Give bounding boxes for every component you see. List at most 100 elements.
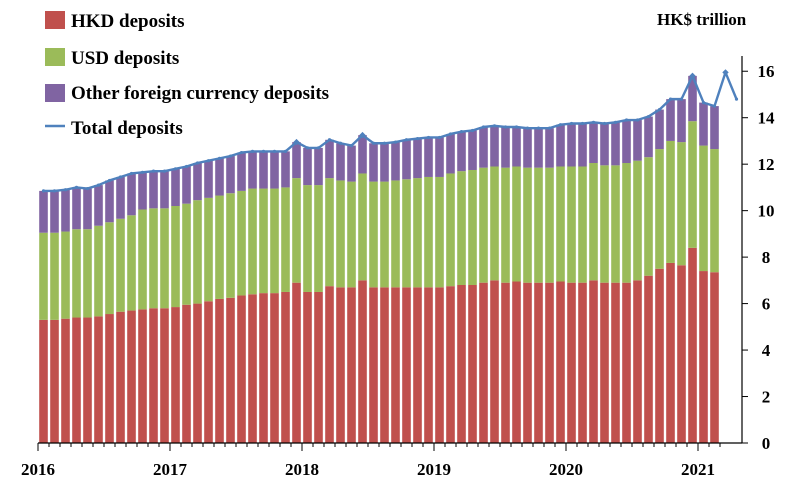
bar-hkd-2018-11: [413, 287, 422, 443]
bar-usd-2016-12: [160, 208, 169, 309]
bar-hkd-2016-12: [160, 308, 169, 443]
total-point-2019-11: [547, 126, 552, 130]
bar-other-2018-12: [424, 137, 433, 177]
total-point-2020-08: [646, 114, 651, 119]
total-point-2019-02: [448, 132, 453, 136]
bar-hkd-2018-08: [380, 287, 389, 443]
total-point-2018-07: [371, 141, 376, 145]
total-point-2021-01: [701, 101, 706, 105]
total-point-2016-07: [107, 178, 112, 183]
total-point-2016-02: [52, 189, 57, 193]
bar-hkd-2018-10: [402, 287, 411, 443]
bar-hkd-2018-05: [347, 287, 356, 443]
bar-other-2020-10: [666, 99, 675, 141]
total-point-2017-06: [228, 154, 233, 158]
bar-hkd-2017-09: [259, 293, 268, 443]
bar-hkd-2019-07: [501, 282, 510, 443]
legend-swatch-hkd: [45, 11, 65, 29]
bar-hkd-2016-10: [138, 309, 147, 443]
legend-label-total: Total deposits: [71, 118, 183, 139]
bar-other-2016-06: [94, 185, 103, 226]
bar-other-2017-09: [259, 151, 268, 189]
legend-item-other: Other foreign currency deposits: [45, 83, 329, 104]
bar-other-2020-11: [677, 99, 686, 143]
bar-usd-2019-05: [479, 167, 488, 283]
bar-usd-2020-09: [655, 149, 664, 269]
bar-other-2019-01: [435, 137, 444, 177]
bar-other-2016-11: [149, 171, 158, 209]
bar-other-2017-11: [281, 151, 290, 188]
bar-hkd-2019-05: [479, 282, 488, 443]
bar-other-2016-01: [39, 190, 48, 233]
total-point-2016-06: [96, 183, 101, 187]
total-point-2016-08: [118, 175, 123, 179]
bar-usd-2017-07: [237, 190, 246, 296]
bar-hkd-2017-12: [292, 282, 301, 443]
bar-hkd-2019-03: [457, 285, 466, 443]
bar-hkd-2020-06: [622, 282, 631, 443]
bar-usd-2017-08: [248, 188, 257, 295]
bar-hkd-2021-01: [699, 271, 708, 443]
bar-hkd-2020-01: [567, 282, 576, 443]
total-point-2016-11: [151, 169, 156, 173]
bar-usd-2016-04: [72, 229, 81, 318]
bar-other-2020-06: [622, 120, 631, 164]
bar-hkd-2020-08: [644, 275, 653, 443]
bar-usd-2020-02: [578, 166, 587, 283]
bar-hkd-2016-04: [72, 317, 81, 443]
y-tick-label-12: 12: [758, 155, 775, 174]
total-point-2018-03: [327, 138, 332, 142]
total-point-2017-02: [184, 164, 189, 169]
bar-other-2018-06: [358, 135, 367, 174]
x-tick-label-2021: 2021: [681, 460, 715, 479]
bar-usd-2021-02: [710, 149, 719, 273]
bar-usd-2018-11: [413, 178, 422, 288]
y-tick-label-6: 6: [762, 295, 771, 314]
bar-other-2016-07: [105, 180, 114, 223]
total-point-2019-12: [558, 123, 563, 127]
legend-swatch-usd: [45, 48, 65, 66]
x-tick-label-2017: 2017: [153, 460, 188, 479]
bar-hkd-2020-10: [666, 262, 675, 443]
total-deposits-line: [43, 71, 738, 193]
bar-usd-2018-08: [380, 181, 389, 288]
total-point-2018-02: [316, 146, 321, 150]
y-tick-label-10: 10: [758, 202, 775, 221]
bar-usd-2017-10: [270, 188, 279, 294]
bar-other-2019-06: [490, 125, 499, 167]
bar-usd-2018-02: [314, 185, 323, 292]
bar-hkd-2017-01: [171, 307, 180, 443]
bar-usd-2017-09: [259, 188, 268, 294]
bar-hkd-2020-09: [655, 268, 664, 443]
x-tick-label-2018: 2018: [285, 460, 319, 479]
bar-hkd-2018-06: [358, 280, 367, 443]
bar-other-2020-12: [688, 75, 697, 122]
total-point-2020-05: [613, 120, 618, 124]
bar-other-2020-03: [589, 122, 598, 164]
total-marker-undefined: [722, 69, 729, 76]
legend-item-hkd: HKD deposits: [45, 11, 185, 32]
bar-usd-2017-12: [292, 178, 301, 283]
bar-usd-2017-04: [204, 197, 213, 302]
bar-other-2018-04: [336, 143, 345, 181]
bar-usd-2019-04: [468, 169, 477, 285]
bar-other-2018-10: [402, 139, 411, 180]
bar-other-2020-08: [644, 116, 653, 158]
legend-item-usd: USD deposits: [45, 48, 179, 69]
total-line-layer: [41, 69, 739, 193]
total-point-2019-10: [536, 126, 541, 130]
bar-hkd-2019-01: [435, 287, 444, 443]
y-tick-label-14: 14: [758, 109, 776, 128]
bar-other-2019-12: [556, 124, 565, 167]
total-point-2018-12: [426, 135, 431, 140]
bar-usd-2016-03: [61, 231, 70, 319]
bar-other-2020-09: [655, 109, 664, 150]
bar-hkd-2021-02: [710, 272, 719, 443]
bar-usd-2016-10: [138, 209, 147, 310]
total-point-2016-05: [85, 186, 90, 191]
bar-hkd-2017-06: [226, 297, 235, 443]
bar-other-2018-11: [413, 138, 422, 179]
bar-other-2017-03: [193, 163, 202, 201]
bar-other-2019-07: [501, 127, 510, 168]
bar-usd-2020-05: [611, 165, 620, 283]
